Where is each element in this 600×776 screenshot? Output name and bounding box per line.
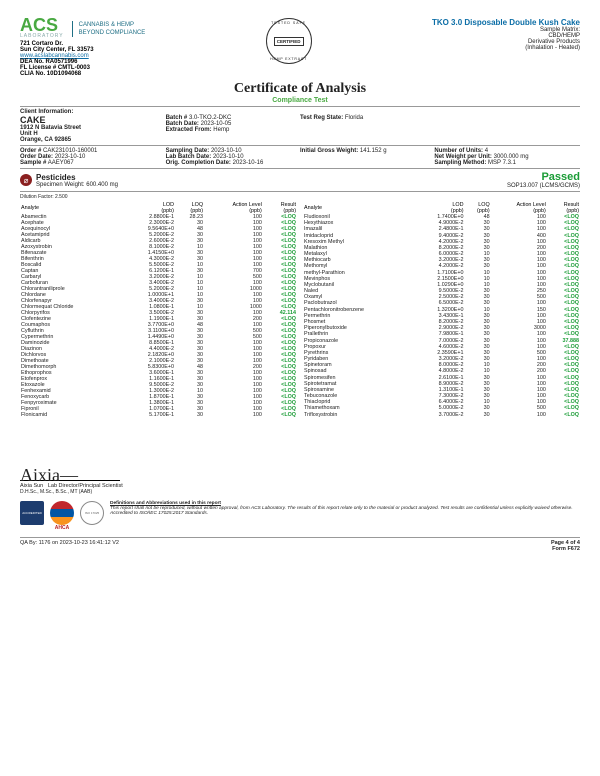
product-title: TKO 3.0 Disposable Double Kush Cake (432, 18, 580, 27)
table-row: methyl-Parathion1.7100E+010100<LOQ (303, 270, 580, 276)
dilution-factor: Dilution Factor: 2.500 (20, 194, 580, 200)
lab-logo-mark: ACS (20, 15, 58, 35)
section-title: Pesticides (36, 173, 118, 182)
coa-title: Certificate of Analysis (20, 81, 580, 97)
qa-stamp: QA By: 1176 on 2023-10-23 16:41:12 V2 (20, 540, 119, 552)
lab-clia: CLIA No. 10D1094068 (20, 71, 81, 77)
table-row: Flonicamid5.1700E-130100<LOQ (20, 412, 297, 418)
signature: Aixia— (20, 470, 120, 481)
sig-creds: D.H.Sc., M.Sc., B.Sc., MT (AAB) (20, 489, 580, 495)
pesticides-icon: ⌀ (20, 174, 32, 186)
client-addr3: Orange, CA 92865 (20, 137, 71, 143)
form-number: Form F672 (552, 546, 580, 552)
disclaimer: Definitions and Abbreviations used in th… (110, 501, 580, 516)
coa-subtitle: Compliance Test (20, 97, 580, 104)
accredited-badge: ACCREDITED (20, 501, 44, 525)
specimen-weight: Specimen Weight: 600.400 mg (36, 182, 118, 188)
table-row: Pentachloronitrobenzene1.3200E+010150<LO… (303, 307, 580, 313)
lab-logo-block: ACS LABORATORY CANNABIS & HEMP BEYOND CO… (20, 18, 145, 77)
deriv2: (Inhalation - Heated) (432, 45, 580, 51)
iso-badge: ISO 17025 (80, 501, 104, 525)
lab-tagline: CANNABIS & HEMP BEYOND COMPLIANCE (72, 21, 146, 37)
result-passed: Passed (507, 171, 580, 183)
client-name: CAKE (20, 115, 46, 125)
ahca-badge (50, 501, 74, 525)
sop-method: SOP13.007 (LCMS/GCMS) (507, 183, 580, 189)
table-row: Piperonylbutoxide2.9000E-2303000<LOQ (303, 325, 580, 331)
pesticides-table-right: Analyte LOD(ppb) LOQ(ppb) Action Level(p… (303, 202, 580, 418)
lab-logo-sub: LABORATORY (20, 33, 64, 39)
table-row: Trifloxystrobin3.7000E-230100<LOQ (303, 412, 580, 419)
product-info: TKO 3.0 Disposable Double Kush Cake Samp… (432, 18, 580, 51)
pesticides-table-left: Analyte LOD(ppb) LOQ(ppb) Action Level(p… (20, 202, 297, 418)
certified-badge: CERTIFIED (266, 18, 312, 64)
